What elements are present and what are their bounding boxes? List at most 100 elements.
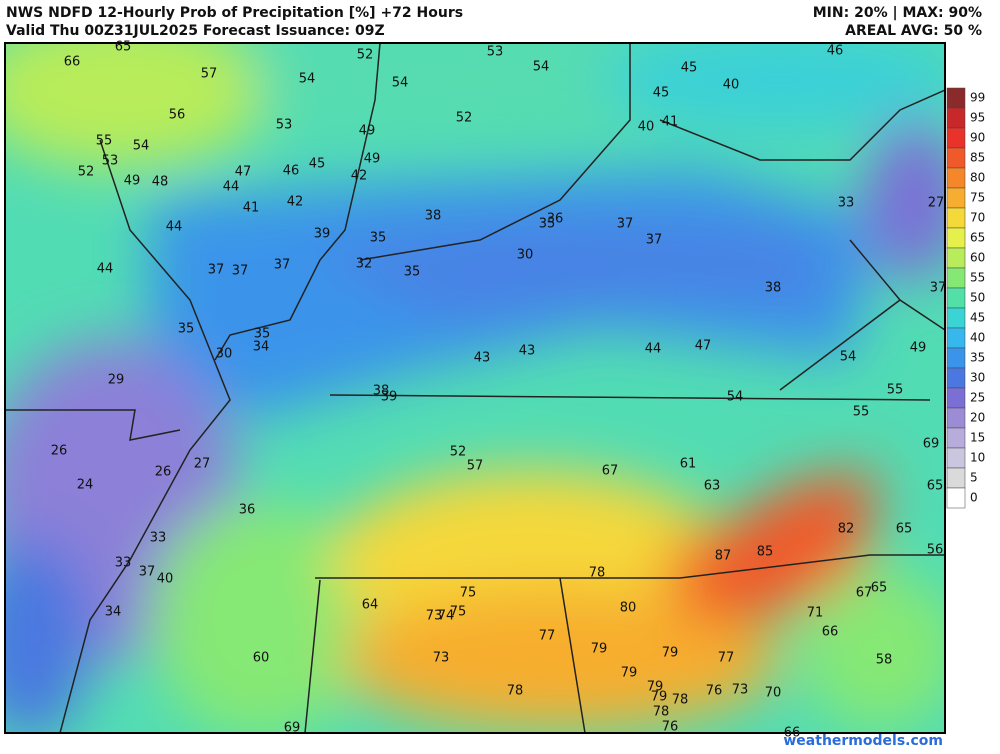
map-value-label: 35 (370, 231, 387, 246)
map-value-label: 53 (276, 118, 293, 133)
colorbar-label: 75 (970, 191, 985, 205)
map-value-label: 46 (827, 44, 844, 59)
map-value-label: 44 (166, 220, 183, 235)
map-value-label: 26 (51, 444, 68, 459)
map-value-label: 37 (232, 264, 249, 279)
map-value-label: 53 (102, 154, 119, 169)
map-value-label: 66 (64, 55, 81, 70)
map-value-label: 30 (517, 248, 534, 263)
map-value-label: 49 (910, 341, 927, 356)
map-value-label: 60 (253, 651, 270, 666)
colorbar-swatch (946, 307, 966, 329)
map-value-label: 57 (201, 67, 218, 82)
map-value-label: 79 (662, 646, 679, 661)
title-line2: Valid Thu 00Z31JUL2025 Forecast Issuance… (6, 23, 385, 39)
map-value-label: 80 (620, 601, 637, 616)
colorbar-label: 10 (970, 451, 985, 465)
map-value-label: 37 (274, 258, 291, 273)
colorbar-label: 35 (970, 351, 985, 365)
map-value-label: 76 (706, 684, 723, 699)
map-value-label: 49 (364, 152, 381, 167)
map-value-label: 61 (680, 457, 697, 472)
colorbar-swatch (946, 187, 966, 209)
colorbar-swatch (946, 167, 966, 189)
map-value-label: 57 (467, 459, 484, 474)
map-value-label: 69 (923, 437, 940, 452)
map-value-label: 44 (645, 342, 662, 357)
map-value-label: 37 (208, 263, 225, 278)
colorbar-swatch (946, 367, 966, 389)
colorbar-label: 25 (970, 391, 985, 405)
map-value-label: 33 (150, 531, 167, 546)
colorbar-label: 80 (970, 171, 985, 185)
map-value-label: 34 (105, 605, 122, 620)
map-value-label: 78 (672, 693, 689, 708)
map-value-label: 35 (178, 322, 195, 337)
map-value-label: 48 (152, 175, 169, 190)
map-value-label: 38 (373, 384, 390, 399)
map-value-label: 67 (856, 586, 873, 601)
watermark: weathermodels.com (783, 733, 943, 749)
map-value-label: 37 (646, 233, 663, 248)
map-value-label: 54 (840, 350, 857, 365)
map-value-label: 65 (115, 40, 132, 55)
map-value-label: 73 (732, 683, 749, 698)
map-value-label: 40 (638, 120, 655, 135)
map-value-label: 63 (704, 479, 721, 494)
colorbar-label: 20 (970, 411, 985, 425)
map-value-label: 87 (715, 549, 732, 564)
map-value-label: 29 (108, 373, 125, 388)
map-value-label: 73 (433, 651, 450, 666)
map-value-label: 78 (507, 684, 524, 699)
map-value-label: 43 (474, 351, 491, 366)
map-value-label: 79 (651, 690, 668, 705)
map-value-label: 49 (124, 174, 141, 189)
map-value-label: 35 (404, 265, 421, 280)
map-value-label: 27 (928, 196, 945, 211)
map-value-label: 54 (392, 76, 409, 91)
map-value-label: 78 (589, 566, 606, 581)
colorbar-swatch (946, 207, 966, 229)
colorbar-swatch (946, 227, 966, 249)
map-value-label: 52 (456, 111, 473, 126)
map-value-label: 37 (930, 281, 947, 296)
map-value-label: 58 (876, 653, 893, 668)
map-value-label: 54 (133, 139, 150, 154)
map-value-label: 36 (547, 212, 564, 227)
map-value-label: 45 (309, 157, 326, 172)
colorbar-swatch (946, 487, 966, 509)
map-value-label: 37 (617, 217, 634, 232)
map-value-label: 44 (223, 180, 240, 195)
map-value-label: 42 (351, 169, 368, 184)
map-field (5, 43, 945, 733)
map-value-label: 43 (519, 344, 536, 359)
map-value-label: 52 (78, 165, 95, 180)
map-value-label: 30 (216, 347, 233, 362)
map-value-label: 76 (662, 720, 679, 735)
map-value-label: 34 (253, 340, 270, 355)
map-value-label: 26 (155, 465, 172, 480)
map-value-label: 52 (450, 445, 467, 460)
map-value-label: 55 (887, 383, 904, 398)
colorbar-swatch (946, 247, 966, 269)
colorbar-label: 0 (970, 491, 978, 505)
colorbar-label: 95 (970, 111, 985, 125)
map-value-label: 36 (239, 503, 256, 518)
map-value-label: 33 (838, 196, 855, 211)
map-value-label: 24 (77, 478, 94, 493)
map-value-label: 45 (681, 61, 698, 76)
map-value-label: 55 (96, 134, 113, 149)
map-value-label: 37 (139, 565, 156, 580)
map-value-label: 27 (194, 457, 211, 472)
map-value-label: 85 (757, 545, 774, 560)
map-value-label: 66 (784, 726, 801, 741)
map-value-label: 39 (381, 390, 398, 405)
map-labels: 65 66 57 54 52 54 53 54 45 46 56 53 49 52 45 40 40 41 55 54… (51, 40, 947, 741)
map-value-label: 49 (359, 124, 376, 139)
map-value-label: 45 (653, 86, 670, 101)
map-value-label: 41 (662, 115, 679, 130)
colorbar-swatch (946, 427, 966, 449)
colorbar-label: 45 (970, 311, 985, 325)
